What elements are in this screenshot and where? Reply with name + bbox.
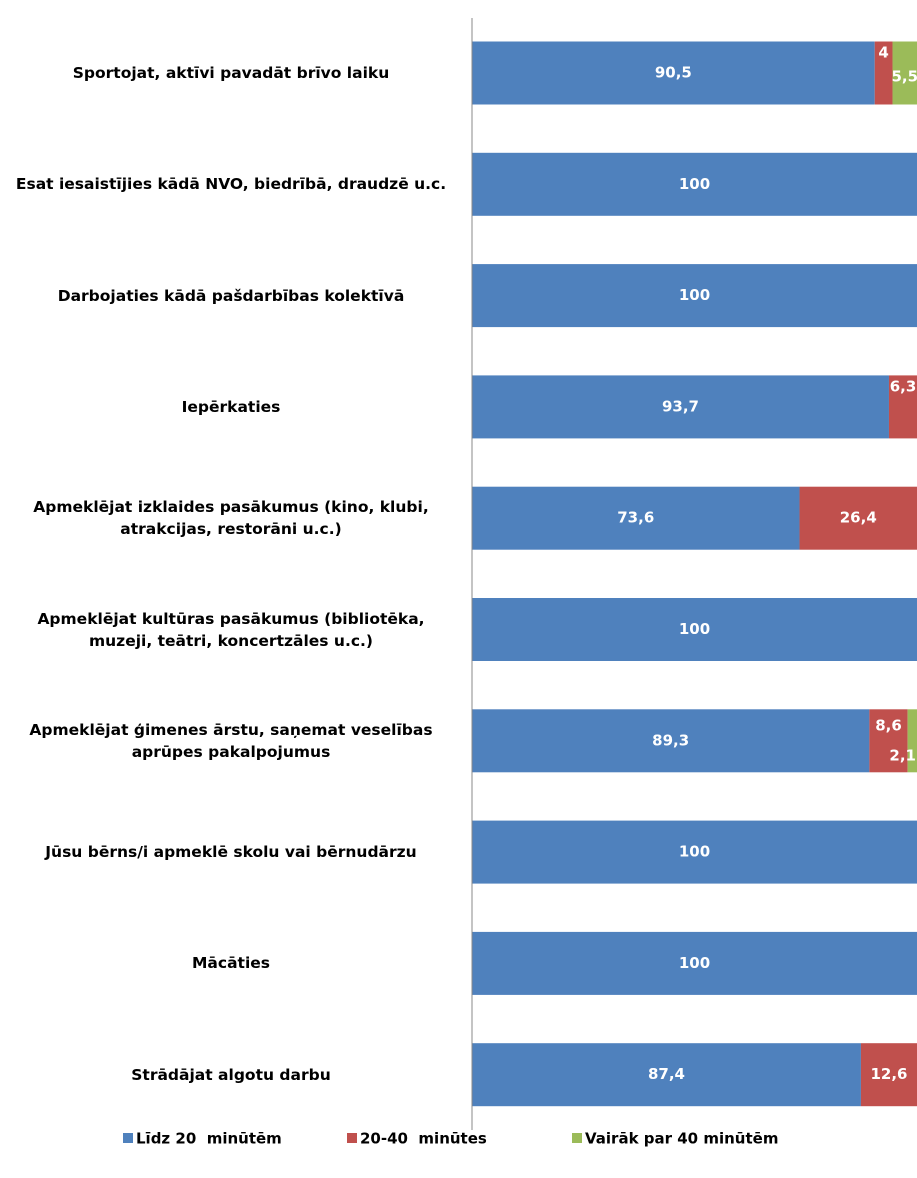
legend-swatch	[123, 1133, 133, 1143]
category-label: Strādājat algotu darbu	[131, 1065, 331, 1084]
bar-segment	[472, 820, 917, 884]
bar-segment	[888, 375, 917, 439]
legend-label: Vairāk par 40 minūtēm	[585, 1130, 778, 1148]
bar-segment	[472, 41, 875, 105]
data-label: 73,6	[617, 509, 654, 527]
bar-segment	[907, 709, 917, 773]
data-label: 8,6	[875, 716, 902, 734]
category-label: Apmeklējat kultūras pasākumus (bibliotēk…	[37, 609, 425, 650]
category-label: Mācāties	[192, 954, 270, 973]
bar-segment	[799, 486, 917, 550]
data-label: 12,6	[870, 1065, 907, 1083]
legend-swatch	[347, 1133, 357, 1143]
legend-swatch	[572, 1133, 582, 1143]
data-label: 90,5	[655, 64, 692, 82]
bar-segment	[472, 486, 800, 550]
data-label: 93,7	[662, 397, 699, 415]
bar-segment	[874, 41, 893, 105]
data-label: 5,5	[891, 68, 917, 86]
bar-segment	[472, 375, 889, 439]
category-label: Apmeklējat ģimenes ārstu, saņemat veselī…	[29, 720, 433, 761]
category-label: Jūsu bērns/i apmeklē skolu vai bērnudārz…	[45, 843, 417, 862]
legend-label: 20-40 minūtes	[360, 1130, 487, 1148]
category-label: Esat iesaistījies kādā NVO, biedrībā, dr…	[15, 175, 447, 194]
legend-label: Līdz 20 minūtēm	[136, 1130, 282, 1148]
category-label: Iepērkaties	[181, 397, 281, 416]
category-label: Sportojat, aktīvi pavadāt brīvo laiku	[72, 64, 390, 82]
data-label: 100	[679, 843, 710, 861]
data-label: 100	[679, 286, 710, 304]
bar-segment	[472, 264, 917, 328]
bar-segment	[869, 709, 908, 773]
data-label: 2,1	[889, 746, 916, 764]
bar-segment	[892, 41, 917, 105]
category-label: Apmeklējat izklaides pasākumus (kino, kl…	[33, 498, 429, 539]
bar-segment	[472, 152, 917, 216]
data-label: 100	[679, 175, 710, 193]
bar-segment	[472, 598, 917, 661]
bar-segment	[472, 709, 870, 773]
bar-segment	[472, 931, 917, 995]
category-label: Darbojaties kādā pašdarbības kolektīvā	[57, 286, 405, 305]
bar-segment	[472, 1043, 861, 1107]
data-label: 89,3	[652, 731, 689, 749]
data-label: 87,4	[648, 1065, 685, 1083]
bar-segment	[860, 1043, 917, 1107]
data-label: 26,4	[840, 509, 877, 527]
data-label: 4	[878, 44, 888, 62]
data-label: 100	[679, 620, 710, 638]
data-label: 100	[679, 954, 710, 972]
data-label: 6,3	[890, 377, 917, 395]
